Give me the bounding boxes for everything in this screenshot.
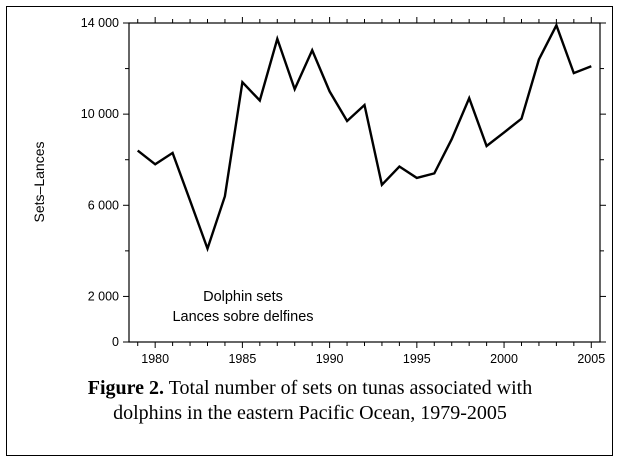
x-tick-label: 1990 (316, 352, 344, 366)
y-tick-label: 10 000 (81, 107, 119, 121)
y-axis-title: Sets–Lances (31, 142, 47, 223)
caption-label: Figure 2. (87, 377, 165, 399)
plot-area-border (128, 22, 601, 343)
line-chart: 0 2 000 6 000 10 000 14 000 1980 1985 1990 1995… (31, 16, 606, 366)
series-group (136, 22, 592, 253)
y-tick-label: 14 000 (81, 16, 119, 30)
figure-frame (6, 6, 613, 456)
y-tick-label: 6 000 (88, 198, 119, 212)
series-line (136, 22, 592, 253)
x-tick-label: 1985 (228, 352, 256, 366)
y-tick-label: 0 (112, 335, 119, 349)
x-tick-label: 2005 (577, 352, 605, 366)
x-tick-label: 1980 (141, 352, 169, 366)
x-axis: 1980 1985 1990 1995 2000 2005 (137, 17, 605, 366)
caption-text-line-2: dolphins in the eastern Pacific Ocean, 1… (113, 402, 507, 424)
annotation-line-2: Lances sobre delfines (172, 309, 313, 325)
x-tick-label: 2000 (490, 352, 518, 366)
x-tick-label: 1995 (403, 352, 431, 366)
y-axis: 0 2 000 6 000 10 000 14 000 (81, 16, 606, 349)
annotation-line-1: Dolphin sets (203, 289, 283, 305)
figure-caption: Figure 2. Total number of sets on tunas … (10, 376, 610, 426)
caption-text-line-1: Total number of sets on tunas associated… (168, 377, 533, 399)
y-tick-label: 2 000 (88, 289, 119, 303)
